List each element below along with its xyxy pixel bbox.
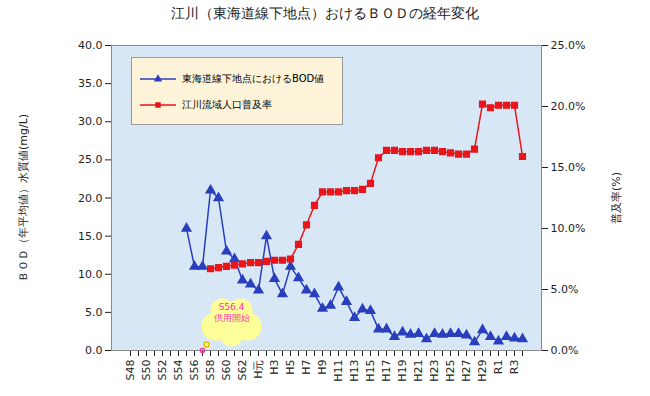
svg-text:S60: S60 (220, 360, 233, 381)
svg-text:H元: H元 (252, 360, 265, 379)
svg-text:10.0: 10.0 (78, 268, 103, 281)
svg-text:S52: S52 (156, 360, 169, 381)
svg-text:R3: R3 (508, 360, 521, 375)
svg-text:S56.4供用開始: S56.4供用開始 (214, 302, 250, 323)
svg-text:5.0%: 5.0% (551, 283, 579, 296)
svg-text:H5: H5 (284, 360, 297, 375)
svg-text:H25: H25 (444, 360, 457, 382)
svg-text:H29: H29 (476, 360, 489, 382)
svg-text:H9: H9 (316, 360, 329, 375)
svg-text:H11: H11 (332, 360, 345, 382)
svg-text:H3: H3 (268, 360, 281, 375)
svg-text:H23: H23 (428, 360, 441, 382)
svg-text:H17: H17 (380, 360, 393, 382)
svg-text:15.0: 15.0 (78, 230, 103, 243)
svg-text:H19: H19 (396, 360, 409, 382)
svg-text:S62: S62 (236, 360, 249, 381)
svg-text:0.0%: 0.0% (551, 344, 579, 357)
svg-text:H7: H7 (300, 360, 313, 375)
svg-text:H15: H15 (364, 360, 377, 382)
svg-text:ＢＯＤ（年平均値）水質値(mg/L): ＢＯＤ（年平均値）水質値(mg/L) (17, 114, 30, 282)
svg-text:S50: S50 (140, 360, 153, 381)
svg-text:H21: H21 (412, 360, 425, 382)
svg-text:10.0%: 10.0% (551, 222, 586, 235)
svg-text:S56: S56 (188, 360, 201, 381)
svg-text:S58: S58 (204, 360, 217, 381)
svg-text:15.0%: 15.0% (551, 161, 586, 174)
svg-text:25.0%: 25.0% (551, 39, 586, 52)
html-text:江川（東海道線下地点）おけるＢＯＤの経年変化: 江川（東海道線下地点）おけるＢＯＤの経年変化 (171, 5, 479, 21)
svg-text:S54: S54 (172, 360, 185, 381)
html-text:東海道線下地点におけるBOD値: 東海道線下地点におけるBOD値 (182, 73, 325, 84)
svg-text:R1: R1 (492, 360, 505, 375)
svg-text:20.0: 20.0 (78, 192, 103, 205)
svg-text:普及率(%): 普及率(%) (610, 172, 623, 224)
svg-text:H27: H27 (460, 360, 473, 382)
svg-text:H13: H13 (348, 360, 361, 382)
svg-text:35.0: 35.0 (78, 77, 103, 90)
html-text:江川流域人口普及率: 江川流域人口普及率 (182, 99, 272, 110)
svg-text:40.0: 40.0 (78, 39, 103, 52)
svg-text:30.0: 30.0 (78, 115, 103, 128)
svg-text:0.0: 0.0 (85, 344, 103, 357)
svg-text:5.0: 5.0 (85, 306, 103, 319)
svg-text:20.0%: 20.0% (551, 100, 586, 113)
svg-text:25.0: 25.0 (78, 153, 103, 166)
svg-text:S48: S48 (124, 360, 137, 381)
